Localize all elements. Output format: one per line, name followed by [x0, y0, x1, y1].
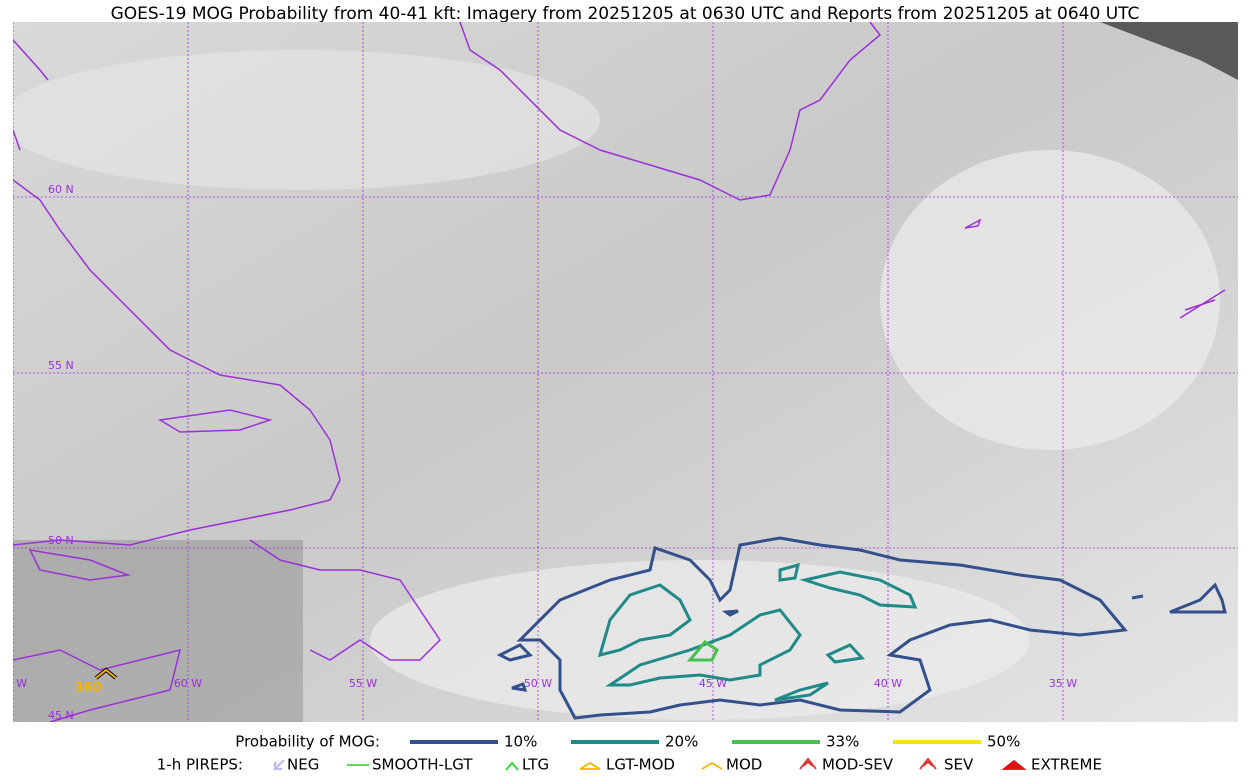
cloud — [370, 560, 1030, 720]
mog-contours — [496, 536, 1227, 720]
pirep-marker — [94, 667, 118, 680]
legend-title: Probability of MOG: — [235, 733, 380, 751]
legend-label: EXTREME — [1031, 756, 1102, 774]
legend-label: 20% — [665, 733, 698, 751]
title: GOES-19 MOG Probability from 40-41 kft: … — [111, 4, 1140, 24]
graticule: 60 N 55 N 50 N 45 N 65 W 60 W 55 W 50 W 45 W 40 W… — [0, 22, 1238, 722]
cloud — [13, 50, 600, 190]
land-dark — [13, 540, 303, 722]
lon-label: 65 W — [0, 677, 27, 690]
pirep-icon — [799, 757, 817, 770]
lat-label: 55 N — [48, 359, 74, 372]
report-altitude: 360 — [74, 681, 101, 696]
pirep-icon — [505, 761, 519, 771]
lon-label: 45 W — [699, 677, 727, 690]
lat-label: 50 N — [48, 534, 74, 547]
lon-label: 60 W — [174, 677, 202, 690]
legend-label: MOD — [726, 756, 762, 774]
legend-label: LTG — [522, 756, 549, 774]
legend-label: NEG — [287, 756, 319, 774]
cloud — [880, 150, 1220, 450]
legend-title: 1-h PIREPS: — [157, 756, 243, 774]
lat-label: 60 N — [48, 183, 74, 196]
legend-label: MOD-SEV — [822, 756, 894, 774]
pirep-icon — [701, 761, 723, 770]
lon-label: 40 W — [874, 677, 902, 690]
legend-label: LGT-MOD — [606, 756, 675, 774]
no-data — [1100, 22, 1238, 80]
legend-label: SEV — [944, 756, 974, 774]
lon-label: 35 W — [1049, 677, 1077, 690]
pirep-icon — [1001, 759, 1027, 770]
legend: Probability of MOG: 10% 20% 33% 50% 1-h PIREP… — [157, 733, 1102, 774]
legend-label: 33% — [826, 733, 859, 751]
pirep-icon — [273, 759, 285, 771]
coastlines — [13, 22, 1226, 722]
lon-label: 50 W — [524, 677, 552, 690]
legend-label: 10% — [504, 733, 537, 751]
lat-label: 45 N — [48, 709, 74, 722]
legend-label: 50% — [987, 733, 1020, 751]
pirep-icon — [919, 757, 937, 770]
map: 60 N 55 N 50 N 45 N 65 W 60 W 55 W 50 W 45 W 40 W… — [0, 22, 1238, 722]
legend-label: SMOOTH-LGT — [372, 756, 473, 774]
pirep-icon — [579, 761, 601, 770]
lon-label: 55 W — [349, 677, 377, 690]
